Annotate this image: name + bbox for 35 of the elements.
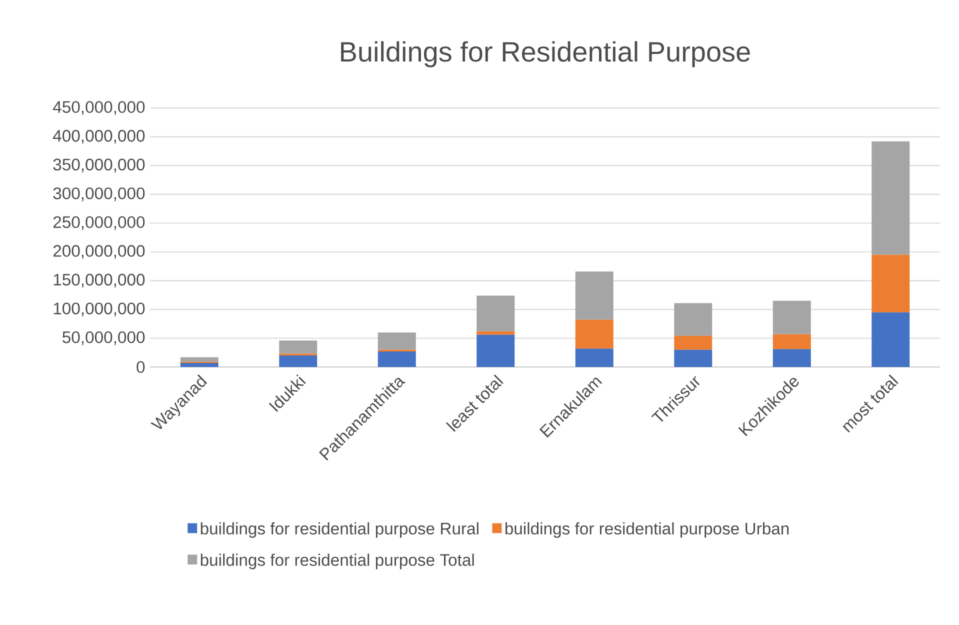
bar — [872, 312, 910, 367]
y-tick-label: 0 — [136, 361, 145, 373]
y-tick-label: 300,000,000 — [53, 187, 145, 202]
y-tick-label: 250,000,000 — [53, 216, 145, 230]
y-tick-label: 50,000,000 — [62, 331, 145, 346]
y-tick-label: 400,000,000 — [52, 130, 145, 144]
bar — [872, 254, 910, 312]
bar — [180, 362, 218, 367]
legend-label: buildings for residential purpose Total — [200, 554, 474, 570]
bar — [772, 334, 811, 350]
bar — [674, 303, 712, 336]
bar — [674, 336, 712, 350]
legend-label: buildings for residential purpose Rural — [200, 522, 478, 538]
y-tick-label: 350,000,000 — [53, 158, 145, 172]
bar — [674, 350, 712, 367]
bar — [476, 331, 515, 335]
bar — [279, 340, 318, 354]
bar — [378, 351, 416, 367]
legend-label: buildings for residential purpose Urban — [505, 522, 789, 538]
bar — [378, 332, 416, 350]
bar — [476, 334, 515, 367]
y-tick-label: 450,000,000 — [52, 101, 145, 115]
y-tick-label: 200,000,000 — [53, 245, 145, 259]
bar — [872, 141, 910, 255]
bar — [575, 320, 614, 349]
chart-title: Buildings for Residential Purpose — [341, 41, 750, 68]
bar — [575, 348, 614, 367]
bar — [180, 357, 218, 362]
y-tick-label: 100,000,000 — [54, 302, 145, 316]
y-tick-label: 150,000,000 — [54, 274, 145, 288]
bar — [575, 271, 614, 320]
bar — [279, 355, 318, 367]
bar — [476, 296, 515, 332]
bar — [772, 349, 811, 367]
bar — [772, 300, 811, 334]
